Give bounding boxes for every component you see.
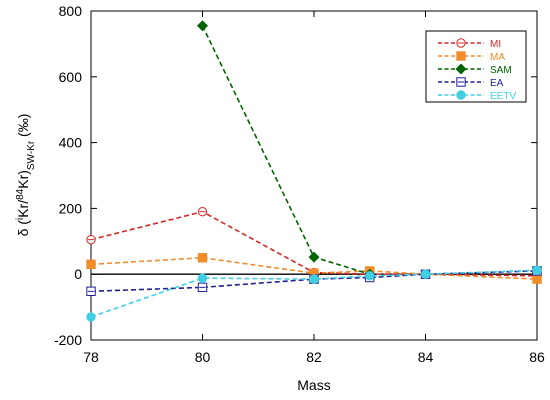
data-point-eetv-1	[197, 273, 208, 283]
series-line-eetv	[90, 269, 538, 318]
y-axis-label-kr1: Kr/	[15, 200, 31, 218]
x-tick-label-4: 86	[529, 349, 545, 365]
data-point-eetv-0	[86, 312, 96, 322]
y-axis-label-prefix: δ (	[15, 220, 31, 237]
legend-marker-eetv	[456, 90, 466, 100]
x-axis-label: Mass	[297, 377, 330, 393]
data-point-mi-1	[197, 206, 208, 217]
y-tick-label-5: 800	[59, 3, 83, 19]
y-axis-label-sub: SW-Kr	[26, 140, 37, 170]
series-line-ma	[90, 256, 538, 280]
data-point-mi-0	[86, 234, 96, 245]
y-axis-label-sup-i: i	[15, 218, 26, 220]
x-tick-label-2: 82	[306, 349, 322, 365]
y-axis-label-sup-84: 84	[15, 188, 26, 200]
series-line-ea	[90, 270, 538, 293]
legend-label-eetv: EETV	[490, 91, 516, 102]
data-point-sam-1	[308, 251, 320, 263]
legend-label-mi: MI	[490, 39, 501, 50]
y-axis-label: δ (iKr/84Kr)SW-Kr (‰)	[15, 114, 37, 237]
data-point-sam-0	[196, 20, 209, 32]
legend: MI MA SAM EA EETV	[425, 30, 527, 103]
x-tick-label-3: 84	[418, 349, 434, 365]
data-point-eetv-5	[532, 265, 542, 275]
data-point-ma-1	[197, 253, 208, 263]
y-axis-label-unit: (‰)	[15, 114, 31, 141]
x-tick-label-0: 78	[83, 349, 99, 365]
legend-marker-ea	[456, 77, 466, 87]
data-point-eetv-3	[365, 271, 375, 281]
data-point-eetv-4	[420, 269, 431, 279]
series-line-mi	[90, 210, 538, 277]
data-point-ma-0	[86, 259, 96, 270]
y-tick-label-0: -200	[54, 332, 82, 348]
x-tick-label-1: 80	[195, 349, 211, 365]
y-tick-label-3: 400	[59, 135, 83, 151]
data-point-ea-1	[197, 282, 208, 293]
legend-marker-sam	[455, 63, 467, 75]
y-axis-label-kr2: Kr)	[15, 170, 31, 189]
y-tick-label-2: 200	[59, 200, 83, 216]
legend-marker-ma	[456, 51, 466, 61]
legend-marker-mi	[456, 38, 466, 48]
legend-label-ma: MA	[490, 52, 505, 63]
data-point-ma-5	[532, 274, 542, 284]
data-point-eetv-2	[309, 274, 319, 284]
y-tick-label-1: 0	[74, 266, 82, 282]
legend-box	[425, 30, 527, 103]
y-tick-label-4: 600	[59, 69, 83, 85]
legend-label-ea: EA	[490, 78, 504, 89]
series-line-sam	[201, 25, 370, 275]
legend-label-sam: SAM	[490, 65, 512, 76]
data-point-ea-0	[86, 286, 96, 297]
